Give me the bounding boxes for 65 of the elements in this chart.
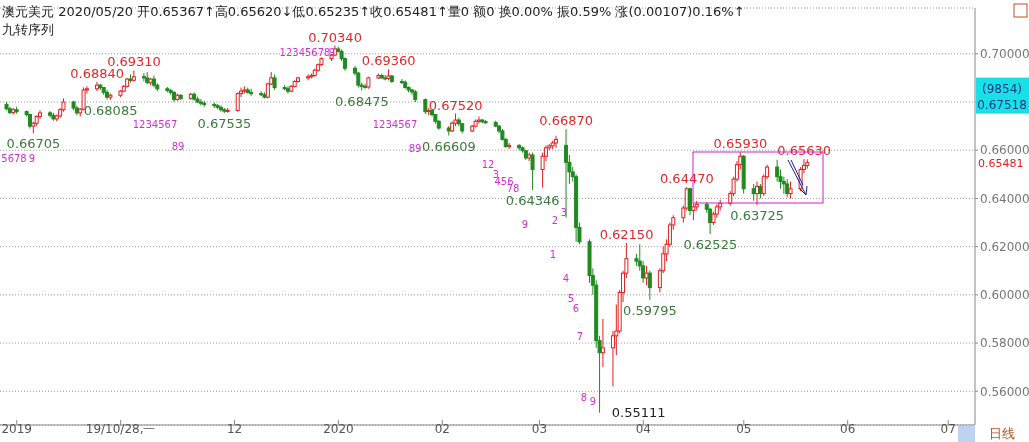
x-tick-label: 19/10/28,一 xyxy=(85,422,156,436)
text: 0.69360 xyxy=(361,53,416,69)
text: (9854) 0.67518 xyxy=(977,81,1027,112)
candlestick xyxy=(399,78,404,85)
text: 0.64346 xyxy=(505,193,560,209)
x-tick-label: 2020 xyxy=(323,422,354,436)
x-tick-label: 06 xyxy=(840,422,856,436)
annotation: 5678 xyxy=(1,153,27,164)
text: 0.62525 xyxy=(683,236,738,252)
text: 0.64470 xyxy=(659,171,714,187)
x-tick-label: 03 xyxy=(531,422,548,436)
annotation: 6 xyxy=(572,303,580,314)
text: 0.62150 xyxy=(599,227,654,243)
x-tick-label: 2019 xyxy=(1,422,33,436)
annotation: 4 xyxy=(562,273,570,284)
y-tick-label: 0.66000 xyxy=(980,143,1029,158)
annotation: 9 xyxy=(589,396,597,407)
x-tick-label: 04 xyxy=(635,422,651,436)
text: 0.70340 xyxy=(308,29,362,45)
candlestick xyxy=(507,142,512,150)
annotation: 5 xyxy=(567,293,575,304)
y-tick-label: 0.62000 xyxy=(980,239,1029,254)
y-tick-label: 0.64000 xyxy=(980,191,1029,206)
annotation: 1234567 xyxy=(132,119,178,130)
annotation: 8 xyxy=(580,392,588,403)
annotation: 12345678 xyxy=(279,47,331,58)
text: 0.65630 xyxy=(777,143,832,159)
y-tick-label: 0.60000 xyxy=(980,288,1029,303)
text: 0.68475 xyxy=(334,93,389,109)
annotation: 1 xyxy=(549,249,557,260)
text: 日线 xyxy=(989,426,1015,441)
text: 0.59795 xyxy=(623,302,677,318)
annotation: 9 xyxy=(28,153,36,164)
x-tick-label: 05 xyxy=(736,422,752,436)
y-tick-label: 0.58000 xyxy=(980,336,1029,351)
text: 0.67535 xyxy=(197,116,252,132)
annotation: 1234567 xyxy=(372,119,418,130)
annotation: 7 xyxy=(576,331,584,342)
candlestick xyxy=(647,270,652,301)
text: 0.68085 xyxy=(83,102,138,118)
text: 0.65930 xyxy=(713,135,768,151)
candlestick xyxy=(600,318,605,368)
annotation: 9 xyxy=(521,219,529,230)
candlestick xyxy=(688,187,693,216)
chart-title: 澳元美元 2020/05/20 开0.65367↑高0.65620↓低0.65235↑收0.65481↑量0 额0 换0.00% 振0.59% 涨(0.00107)0.16%↑ xyxy=(2,3,745,21)
y-tick-label: 0.56000 xyxy=(980,384,1029,399)
text: 0.66609 xyxy=(422,138,476,154)
text: 0.66705 xyxy=(6,136,61,152)
annotation: 2 xyxy=(551,215,559,226)
annotation: 89 xyxy=(171,141,185,152)
text: 九转序列 xyxy=(2,21,54,39)
candlestick xyxy=(235,91,240,113)
text: 0.63725 xyxy=(730,208,785,224)
candlestick xyxy=(644,265,649,286)
annotation: 78 xyxy=(506,183,520,194)
text: 0.66870 xyxy=(539,113,594,129)
text: 0.65481 xyxy=(978,156,1024,170)
y-tick-label: 0.70000 xyxy=(980,47,1029,62)
text: 0.55111 xyxy=(611,404,666,420)
annotation: 89 xyxy=(408,143,422,154)
x-tick-label: 12 xyxy=(226,422,243,436)
x-tick-label: 02 xyxy=(434,422,450,436)
text: 0.67520 xyxy=(428,97,483,113)
x-tick-label: 07 xyxy=(940,422,956,436)
annotation: 12 xyxy=(481,159,495,170)
